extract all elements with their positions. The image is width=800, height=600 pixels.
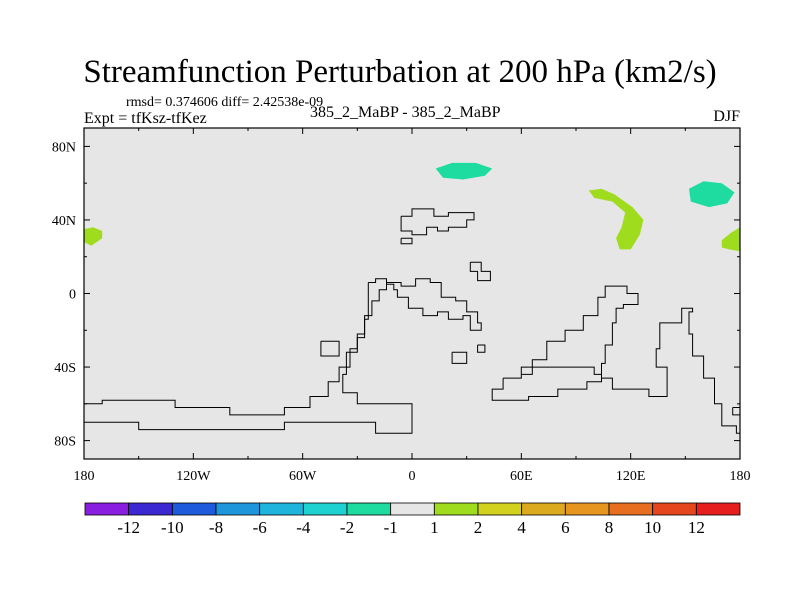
- y-tick-label: 80N: [52, 140, 76, 155]
- colorbar-box: [84, 502, 130, 516]
- outline-africa-south-atlantic: [84, 278, 482, 434]
- y-tick-label: 0: [69, 288, 76, 303]
- colorbar-box: [171, 502, 217, 516]
- colorbar-label: 4: [517, 518, 526, 537]
- colorbar: -12 -10 -8 -6 -4 -2 -1 1 2 4 6 8 10 12: [84, 502, 741, 537]
- outline-south-america-pacific: [84, 282, 369, 416]
- outline-north-atlantic: [400, 208, 475, 236]
- colorbar-box: [521, 502, 566, 516]
- positive-anomaly-east-asia: [588, 188, 644, 250]
- colorbar-box: [128, 502, 173, 516]
- outline-small-south-atlantic-2: [451, 351, 468, 364]
- colorbar-label: 10: [644, 518, 661, 537]
- colorbar-box: [608, 502, 654, 516]
- stats-text: rmsd= 0.374606 diff= 2.42538e-09: [126, 95, 324, 110]
- colorbar-label: 6: [561, 518, 570, 537]
- outline-southern-ocean: [491, 366, 602, 401]
- colorbar-label: -1: [384, 518, 398, 537]
- x-tick-label: 0: [409, 469, 416, 484]
- colorbar-label: -4: [296, 518, 311, 537]
- colorbar-box: [259, 502, 304, 516]
- positive-anomaly-north-pacific-west: [721, 227, 740, 252]
- y-tick-label: 40S: [54, 361, 76, 376]
- chart-title: Streamfunction Perturbation at 200 hPa (…: [83, 54, 717, 90]
- colorbar-box: [564, 502, 610, 516]
- x-tick-label: 120E: [616, 469, 646, 484]
- colorbar-box: [215, 502, 261, 516]
- y-tick-label: 40N: [52, 214, 76, 229]
- colorbar-label: 1: [430, 518, 439, 537]
- colorbar-label: -2: [340, 518, 354, 537]
- x-tick-label: 60W: [289, 469, 317, 484]
- outline-far-east-south: [732, 403, 740, 416]
- outline-indian-ocean: [521, 285, 740, 434]
- x-tick-label: 120W: [176, 469, 211, 484]
- experiment-label: Expt = tfKsz-tfKez: [84, 110, 207, 127]
- colorbar-label: -10: [161, 518, 184, 537]
- colorbar-label: 8: [605, 518, 614, 537]
- colorbar-box: [302, 502, 348, 516]
- axes: 180 120W 60W 0 60E 120E 180 80N 40N 0 40S 80S: [52, 127, 751, 484]
- colorbar-label: -8: [209, 518, 223, 537]
- x-tick-label: 180: [730, 469, 751, 484]
- x-tick-label: 60E: [510, 469, 533, 484]
- colorbar-box: [433, 502, 479, 516]
- colorbar-label: 12: [688, 518, 705, 537]
- season-label: DJF: [713, 108, 740, 125]
- outline-small-atlantic: [400, 237, 413, 245]
- positive-anomaly-north-pacific-east: [84, 227, 103, 246]
- outline-small-indian: [477, 344, 486, 353]
- colorbar-label: -6: [253, 518, 267, 537]
- negative-anomaly-bering: [689, 181, 735, 208]
- x-tick-label: 180: [74, 469, 95, 484]
- colorbar-label: 2: [474, 518, 483, 537]
- outline-small-south-atlantic-1: [320, 340, 340, 357]
- colorbar-box: [346, 502, 392, 516]
- chart-subtitle: 385_2_MaBP - 385_2_MaBP: [310, 104, 501, 121]
- colorbar-box: [477, 502, 523, 516]
- colorbar-box: [652, 502, 697, 516]
- negative-anomaly-north-siberia: [435, 162, 493, 180]
- map-area: [84, 128, 740, 459]
- y-tick-label: 80S: [54, 435, 76, 450]
- colorbar-box: [695, 502, 741, 516]
- outline-central-asia: [469, 261, 491, 282]
- colorbar-label: -12: [117, 518, 140, 537]
- colorbar-box: [390, 502, 435, 516]
